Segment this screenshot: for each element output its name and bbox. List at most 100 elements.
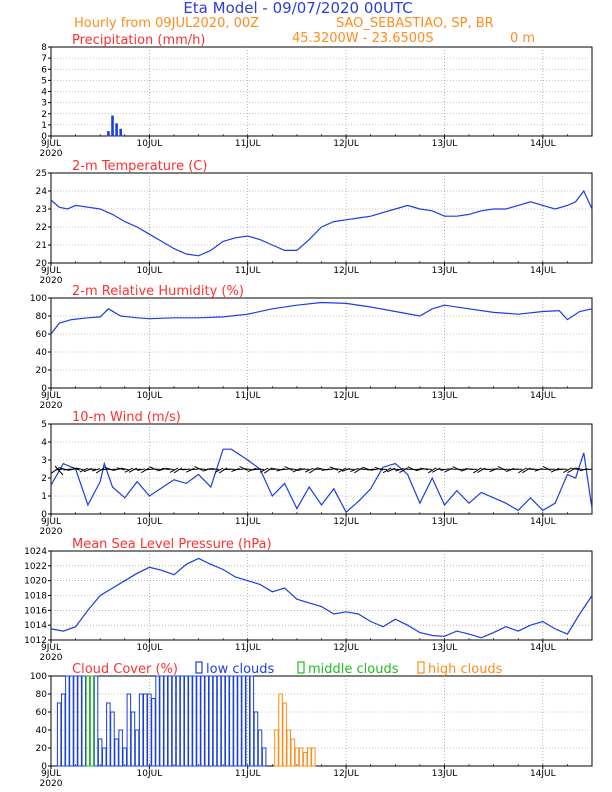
chart-subtitle: Hourly from 09JUL2020, 00Z (74, 16, 259, 31)
bar (106, 702, 111, 767)
x-tick-label: 11JUL (235, 139, 261, 149)
wind-arrow (370, 468, 379, 471)
wind-arrow (165, 467, 174, 471)
legend-label: middle clouds (308, 662, 399, 677)
wind-arrow (231, 467, 240, 473)
series-line (50, 448, 593, 514)
panel-title: 2-m Temperature (C) (72, 159, 207, 174)
wind-arrow (530, 468, 539, 470)
bar (130, 711, 136, 767)
x-tick-label: 14JUL (530, 391, 556, 401)
x-tick-label: 12JUL (333, 139, 359, 149)
x-tick-year: 2020 (40, 401, 63, 411)
wind-arrow (112, 468, 121, 472)
y-tick-label: 60 (36, 330, 48, 340)
panel-cloud-cover: 0 20 40 60 80 100 9JUL2020 10JUL 11JUL 12JUL 13JUL… (30, 661, 593, 789)
bar (233, 675, 238, 767)
x-tick-label: 11JUL (235, 769, 261, 779)
x-tick-label: 13JUL (432, 139, 458, 149)
bar (102, 747, 107, 767)
panel-2-m-temperature-c: 20 21 22 23 24 25 9JUL2020 10JUL 11JUL 12JUL 13JUL… (36, 159, 593, 286)
x-tick-label: 14JUL (530, 517, 556, 527)
bar (126, 693, 132, 767)
panel-title: 2-m Relative Humidity (%) (72, 284, 244, 299)
wind-arrow (325, 468, 334, 471)
bar (56, 702, 62, 767)
bar (97, 738, 103, 767)
y-tick-label: 0 (41, 762, 47, 772)
legend-swatch (417, 661, 425, 674)
wind-arrow (55, 468, 64, 471)
legend-label: low clouds (206, 662, 275, 677)
bar (282, 702, 287, 767)
wind-arrow (182, 468, 191, 471)
bar (229, 675, 234, 767)
x-tick-label: 14JUL (530, 769, 556, 779)
bar (114, 738, 119, 767)
wind-arrow (137, 468, 146, 471)
panel-title: 10-m Wind (m/s) (72, 410, 181, 425)
y-tick-label: 80 (36, 690, 48, 700)
y-tick-label: 2 (41, 474, 47, 484)
wind-arrow (575, 467, 584, 471)
wind-arrow (79, 467, 89, 473)
wind-arrow (272, 467, 281, 471)
bar (175, 675, 181, 767)
panel-title: Precipitation (mm/h) (72, 33, 205, 48)
wind-arrow (280, 468, 289, 471)
y-tick-label: 1020 (24, 577, 47, 587)
series-line (50, 557, 593, 639)
bar (294, 747, 300, 767)
bar (119, 128, 123, 137)
x-tick-label: 9JUL (41, 517, 61, 527)
bar (302, 752, 308, 767)
plot-frame (50, 675, 593, 767)
y-tick-label: 1014 (24, 621, 47, 631)
bar (61, 693, 66, 767)
x-tick-label: 12JUL (333, 391, 359, 401)
wind-arrow (71, 466, 80, 471)
bar (307, 747, 312, 767)
wind-arrow (255, 468, 265, 470)
legend-swatch (297, 661, 305, 674)
y-tick-label: 25 (36, 169, 47, 179)
x-tick-label: 13JUL (432, 266, 458, 276)
x-tick-label: 13JUL (432, 643, 458, 653)
wind-arrow (284, 466, 293, 471)
x-tick-label: 13JUL (432, 517, 458, 527)
y-tick-label: 8 (41, 43, 47, 53)
bar (196, 675, 201, 767)
panel-mean-sea-level-pressure-hpa: 1012 1014 1016 1018 1020 1022 1024 9JUL2020 10JU… (24, 537, 593, 663)
y-tick-label: 4 (41, 88, 47, 98)
bar (253, 711, 259, 767)
chart-title: Eta Model - 09/07/2020 00UTC (183, 0, 412, 17)
bar (216, 675, 222, 767)
x-tick-label: 12JUL (333, 517, 359, 527)
wind-arrow (366, 468, 375, 471)
bar (278, 693, 283, 767)
y-tick-label: 80 (36, 312, 48, 322)
bar (249, 675, 255, 767)
bar (143, 693, 148, 767)
bar (138, 693, 144, 767)
wind-arrow (186, 467, 195, 473)
bar (290, 738, 296, 767)
bar (73, 675, 78, 767)
wind-arrow (116, 467, 125, 471)
wind-arrow (321, 468, 330, 471)
bar (147, 693, 152, 767)
y-tick-label: 5 (41, 76, 47, 86)
wind-arrow (333, 468, 342, 471)
wind-arrow (149, 466, 158, 471)
bar (179, 675, 185, 767)
bar (274, 729, 279, 767)
wind-arrow (276, 468, 285, 472)
wind-arrow (472, 467, 482, 474)
y-tick-label: 24 (36, 187, 48, 197)
y-tick-label: 3 (41, 456, 47, 466)
bar (257, 729, 263, 767)
wind-arrow (350, 467, 359, 473)
y-tick-label: 1018 (24, 592, 47, 602)
